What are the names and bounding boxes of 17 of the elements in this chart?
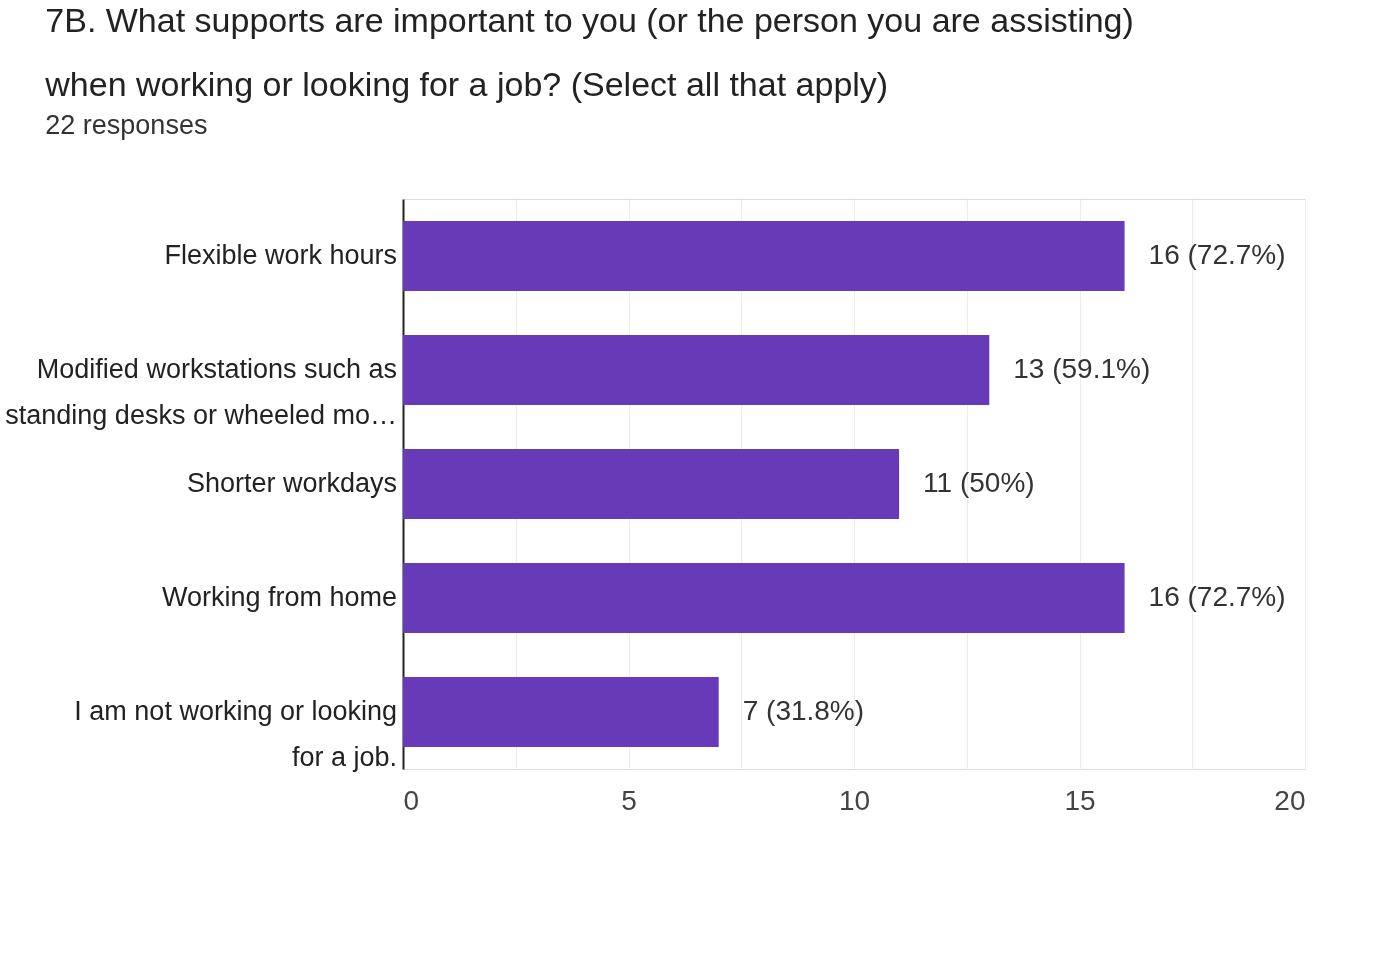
y-tick-label: Shorter workdays (186, 468, 397, 498)
y-tick-label: Flexible work hours (164, 240, 397, 270)
data-label: 11 (50%) (923, 467, 1035, 498)
chart-title: 7B. What supports are important to you (or the person you are assisting) when working or looking for a job? (Select all that apply) (44, 1, 1134, 103)
y-tick-label: I am not working or looking for a job. (74, 696, 397, 772)
x-tick-label: 0 (403, 784, 420, 816)
y-tick-label: Working from home (161, 582, 397, 612)
data-label: 7 (31.8%) (742, 695, 865, 726)
x-tick-label: 5 (621, 784, 637, 816)
x-tick-label: 20 (1274, 784, 1306, 816)
x-tick-label: 15 (1064, 784, 1096, 816)
text: 22 responses (45, 110, 208, 140)
data-label: 13 (59.1%) (1013, 353, 1151, 384)
y-tick-label: Modified workstations such as standing desks or wheeled mo… (5, 354, 397, 430)
x-tick-label: 10 (838, 784, 871, 816)
data-label: 16 (72.7%) (1148, 239, 1286, 270)
data-label: 16 (72.7%) (1148, 581, 1286, 612)
